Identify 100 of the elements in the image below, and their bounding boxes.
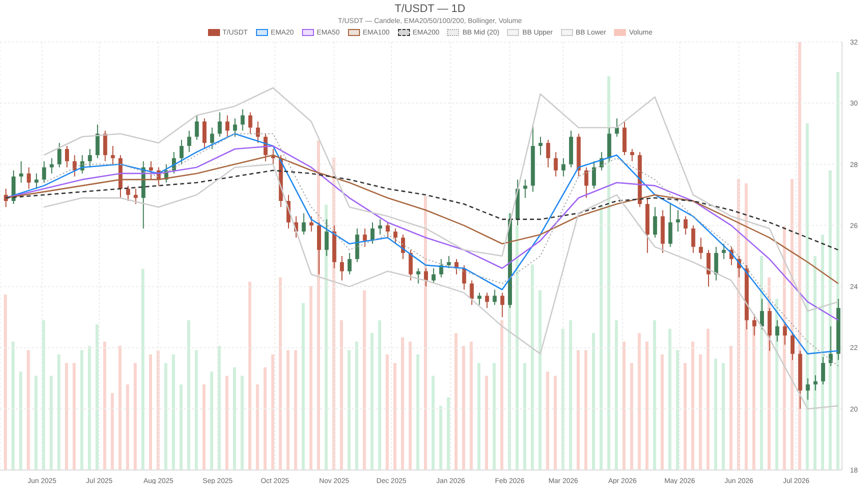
line-series bbox=[5, 154, 839, 284]
bar bbox=[660, 354, 664, 470]
candlestick bbox=[187, 130, 192, 153]
bar bbox=[103, 342, 106, 470]
bar bbox=[500, 320, 504, 470]
bar bbox=[118, 346, 122, 470]
candlestick bbox=[72, 154, 77, 178]
bar bbox=[439, 406, 442, 470]
candlestick bbox=[362, 228, 367, 248]
bar bbox=[530, 264, 534, 470]
bar bbox=[523, 363, 526, 470]
bar bbox=[180, 384, 183, 470]
bar bbox=[362, 290, 366, 470]
candlestick bbox=[408, 249, 413, 281]
bar bbox=[645, 342, 648, 470]
bar bbox=[607, 76, 610, 470]
bar bbox=[42, 320, 46, 470]
bar bbox=[416, 354, 420, 470]
candlestick bbox=[210, 127, 214, 150]
candlestick bbox=[26, 166, 31, 190]
bar bbox=[462, 346, 466, 470]
candlestick bbox=[561, 158, 566, 178]
bar bbox=[393, 363, 396, 470]
bar bbox=[225, 376, 228, 470]
bar bbox=[584, 350, 588, 470]
bar bbox=[722, 363, 725, 470]
candlestick bbox=[240, 108, 245, 132]
candlestick bbox=[760, 298, 764, 330]
candlestick bbox=[65, 145, 70, 168]
candlestick bbox=[462, 264, 466, 290]
bar bbox=[653, 320, 656, 470]
bar bbox=[485, 376, 488, 470]
bar bbox=[424, 196, 427, 470]
candlestick bbox=[34, 172, 38, 190]
bar bbox=[614, 320, 618, 470]
bar bbox=[706, 328, 710, 470]
candlestick bbox=[386, 222, 390, 238]
bar bbox=[340, 320, 343, 470]
candlestick bbox=[110, 145, 115, 165]
bar bbox=[110, 392, 114, 470]
bar bbox=[592, 333, 595, 470]
candlestick bbox=[676, 210, 680, 232]
bar bbox=[278, 277, 282, 470]
bar bbox=[348, 350, 351, 470]
bar bbox=[286, 350, 290, 470]
line-series bbox=[5, 145, 839, 321]
bar bbox=[668, 328, 672, 470]
bar bbox=[538, 290, 542, 470]
bar bbox=[80, 350, 84, 470]
candlestick bbox=[813, 374, 818, 392]
candlestick bbox=[19, 160, 24, 184]
bar bbox=[72, 363, 76, 470]
bar bbox=[19, 372, 22, 470]
bar bbox=[622, 342, 626, 470]
bar bbox=[386, 354, 389, 470]
bar bbox=[309, 286, 312, 470]
candlestick bbox=[722, 243, 726, 260]
candlestick bbox=[698, 237, 703, 260]
candlestick bbox=[134, 188, 138, 205]
bar bbox=[691, 342, 694, 470]
bar bbox=[172, 354, 175, 470]
candlestick bbox=[492, 289, 497, 306]
candlestick bbox=[96, 124, 100, 159]
bar bbox=[684, 363, 687, 470]
bar bbox=[569, 320, 572, 470]
candlestick bbox=[180, 139, 184, 165]
bar bbox=[576, 350, 580, 470]
candlestick bbox=[592, 160, 596, 190]
bar bbox=[65, 363, 68, 470]
candlestick bbox=[691, 224, 696, 254]
bar bbox=[187, 320, 190, 470]
bar bbox=[202, 384, 206, 470]
candlestick bbox=[554, 152, 558, 178]
bar bbox=[813, 256, 816, 470]
candlestick bbox=[714, 246, 718, 281]
bar bbox=[454, 333, 458, 470]
bar bbox=[96, 324, 99, 470]
bar bbox=[546, 372, 550, 470]
candlestick bbox=[432, 268, 436, 284]
bar bbox=[88, 346, 91, 470]
bar bbox=[26, 350, 30, 470]
candlestick bbox=[416, 268, 420, 284]
candlestick bbox=[782, 322, 787, 346]
candlestick bbox=[233, 118, 238, 138]
candlestick bbox=[126, 185, 130, 202]
bar bbox=[240, 376, 244, 470]
candlestick bbox=[806, 378, 810, 400]
bar bbox=[516, 226, 519, 470]
bar bbox=[233, 367, 236, 470]
bar bbox=[600, 204, 603, 470]
candlestick bbox=[225, 114, 230, 138]
candlestick bbox=[684, 216, 688, 236]
bar bbox=[729, 346, 732, 470]
bar bbox=[401, 337, 404, 470]
candlestick bbox=[256, 120, 260, 144]
candlestick bbox=[378, 218, 382, 236]
candlestick bbox=[821, 356, 826, 385]
bar bbox=[470, 342, 473, 470]
candlestick bbox=[485, 292, 490, 308]
candlestick bbox=[149, 160, 154, 180]
